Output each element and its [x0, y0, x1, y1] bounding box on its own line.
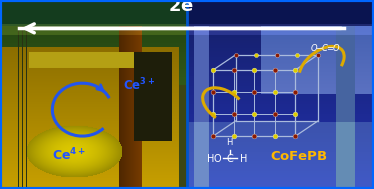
Text: $\mathbf{CoFePB}$: $\mathbf{CoFePB}$ [270, 150, 328, 163]
Text: $\mathrm{HO}$: $\mathrm{HO}$ [206, 152, 223, 164]
Text: $\mathbf{Ce^{4+}}$: $\mathbf{Ce^{4+}}$ [52, 147, 86, 163]
Bar [0, 0, 374, 26]
Text: $\mathrm{H}$: $\mathrm{H}$ [226, 136, 234, 147]
Text: $\mathbf{2e^-}$: $\mathbf{2e^-}$ [168, 0, 206, 15]
Text: $\mathbf{Ce^{3+}}$: $\mathbf{Ce^{3+}}$ [123, 77, 156, 93]
Text: $\mathrm{H}$: $\mathrm{H}$ [239, 152, 247, 164]
Text: $O\!\!-\!\!C\!\!=\!\!O$: $O\!\!-\!\!C\!\!=\!\!O$ [310, 42, 341, 53]
Text: $\mathrm{C}$: $\mathrm{C}$ [226, 152, 234, 164]
